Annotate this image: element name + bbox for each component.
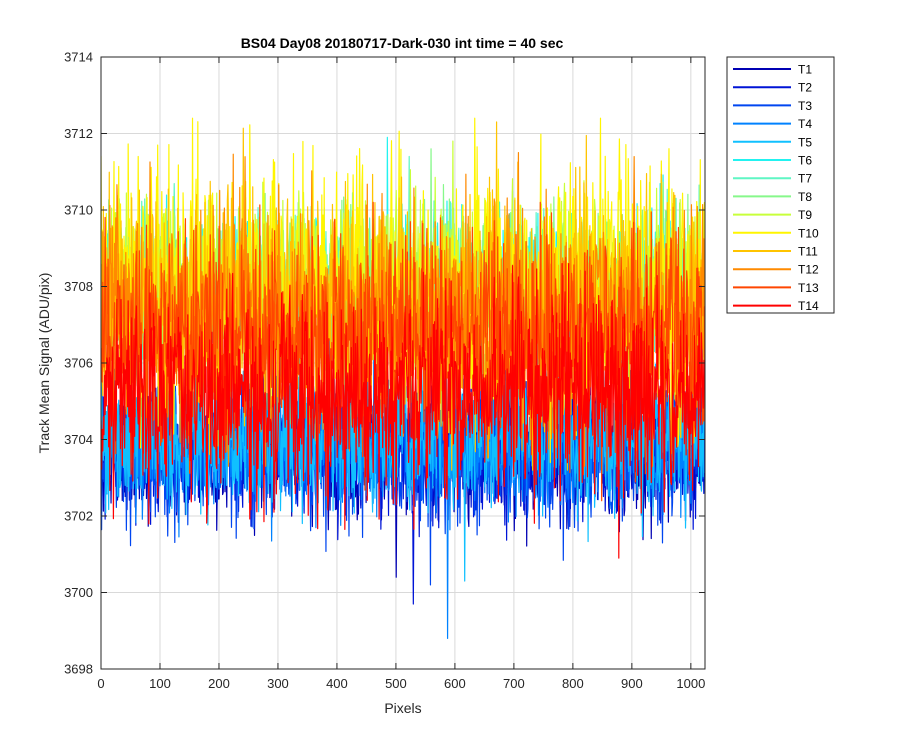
legend-label: T13 [798,281,819,295]
y-axis-label: Track Mean Signal (ADU/pix) [36,273,52,454]
legend-label: T2 [798,81,812,95]
legend-item-t13[interactable]: T13 [733,281,819,295]
legend-box [726,56,835,314]
legend-label: T10 [798,226,819,240]
legend-item-t1[interactable]: T1 [733,63,812,77]
series-group [101,117,705,639]
legend-item-t2[interactable]: T2 [733,81,812,95]
x-tick-label: 900 [621,676,643,691]
series-line-t14 [101,262,705,559]
legend-label: T11 [798,245,818,259]
legend-label: T1 [798,63,812,77]
legend-item-t10[interactable]: T10 [733,226,819,240]
legend-item-t14[interactable]: T14 [733,299,819,313]
y-tick-label: 3710 [64,203,93,218]
x-tick-label: 100 [149,676,171,691]
x-tick-label: 500 [385,676,407,691]
legend-label: T8 [798,190,812,204]
legend-label: T14 [798,299,819,313]
plot-area: 0 100 200 300 400 500 600 700 800 900 1000 3698 3700… [64,50,706,692]
legend-item-t12[interactable]: T12 [733,263,819,277]
legend-item-t7[interactable]: T7 [733,172,812,186]
legend-label: T12 [798,263,819,277]
legend-label: T6 [798,154,812,168]
y-tick-label: 3708 [64,279,93,294]
x-tick-label: 400 [326,676,348,691]
legend-label: T7 [798,172,812,186]
legend-item-t4[interactable]: T4 [733,117,812,131]
y-tick-label: 3706 [64,356,93,371]
legend-item-t3[interactable]: T3 [733,99,812,113]
y-tick-label: 3714 [64,50,93,65]
legend-item-t9[interactable]: T9 [733,208,812,222]
chart-title: BS04 Day08 20180717-Dark-030 int time = … [241,35,564,51]
x-tick-label: 1000 [676,676,705,691]
y-tick-label: 3702 [64,509,93,524]
y-tick-label: 3712 [64,126,93,141]
legend-item-t11[interactable]: T11 [733,245,818,259]
x-tick-label: 200 [208,676,230,691]
x-tick-label: 700 [503,676,525,691]
y-tick-label: 3700 [64,585,93,600]
legend[interactable]: T1 T2 T3 T4 T5 T6 T7 T8 T9 T10 T11 T12 T13 T14 [726,56,835,314]
legend-item-t5[interactable]: T5 [733,135,812,149]
legend-item-t8[interactable]: T8 [733,190,812,204]
legend-label: T4 [798,117,812,131]
x-axis-label: Pixels [384,700,421,716]
legend-items: T1 T2 T3 T4 T5 T6 T7 T8 T9 T10 T11 T12 T13 T14 [733,63,819,313]
y-tick-label: 3698 [64,662,93,677]
ticks: 0 100 200 300 400 500 600 700 800 900 1000 3698 3700… [64,50,705,692]
legend-label: T5 [798,135,812,149]
x-tick-label: 600 [444,676,466,691]
y-tick-label: 3704 [64,432,93,447]
x-tick-label: 800 [562,676,584,691]
legend-label: T3 [798,99,812,113]
x-tick-label: 0 [97,676,104,691]
x-tick-label: 300 [267,676,289,691]
legend-label: T9 [798,208,812,222]
legend-item-t6[interactable]: T6 [733,154,812,168]
